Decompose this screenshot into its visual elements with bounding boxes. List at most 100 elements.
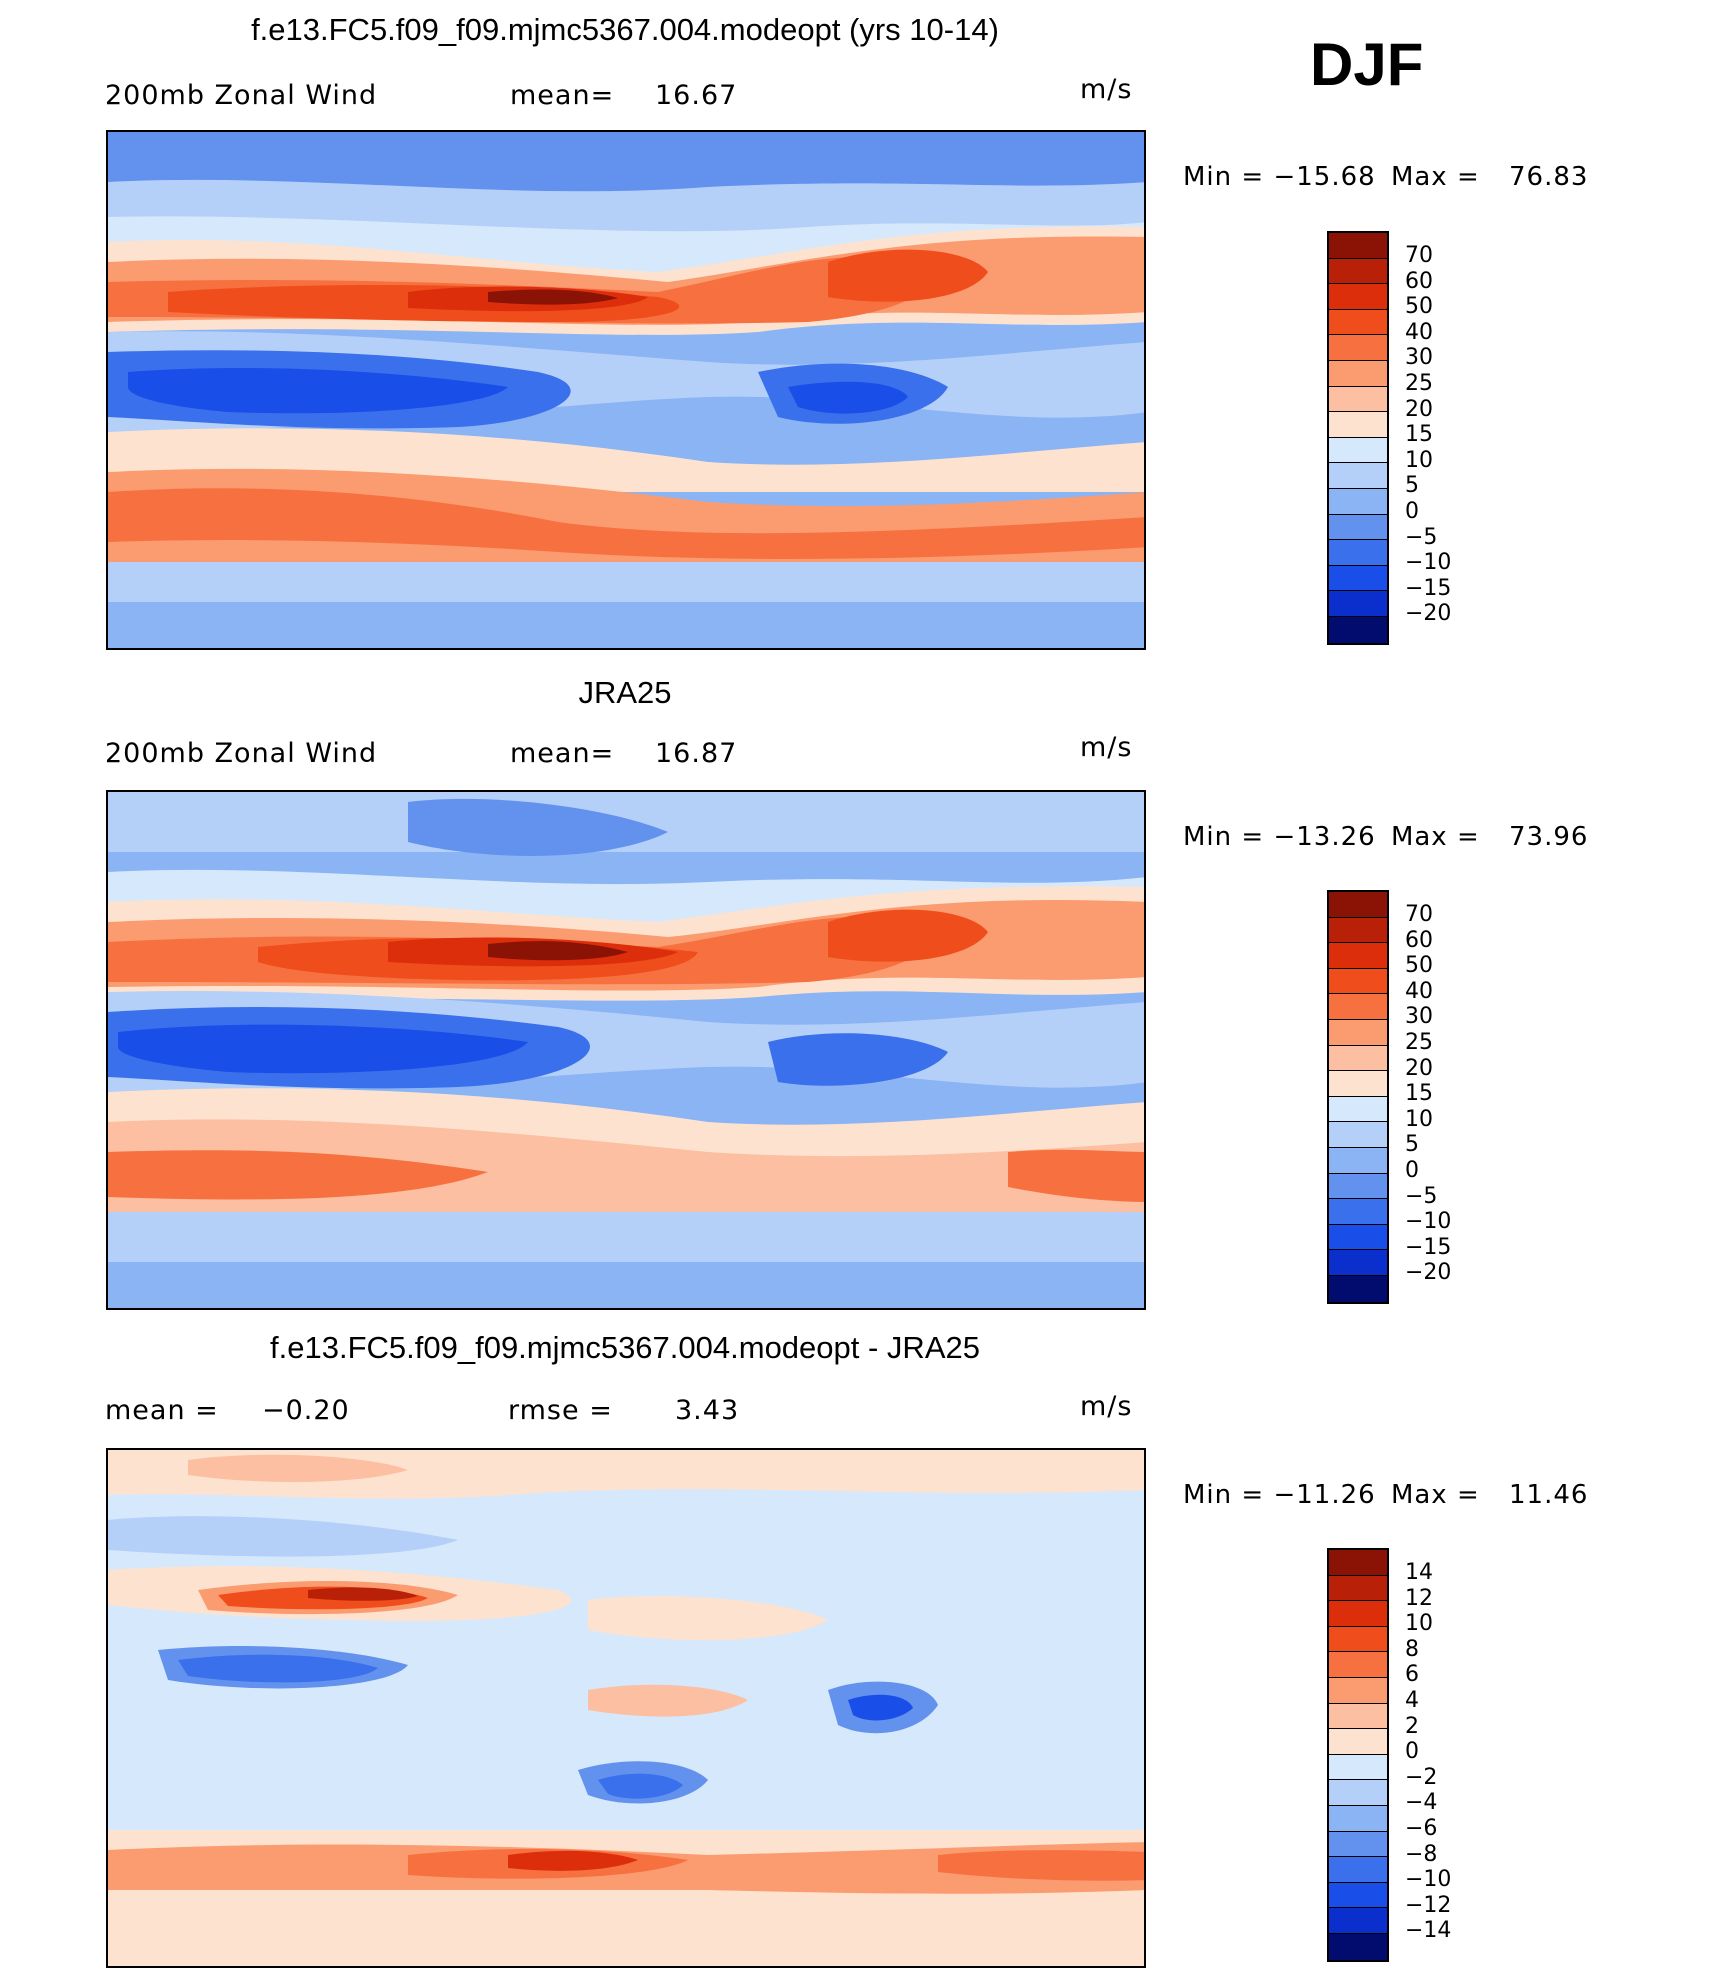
- colorbar-level-label: 4: [1405, 1688, 1419, 1713]
- panel-1-variable-label: 200mb Zonal Wind: [105, 80, 378, 111]
- panel-2-map: [106, 790, 1146, 1310]
- colorbar-level-label: −14: [1405, 1918, 1452, 1944]
- panel-3-min-max: Min = −11.26 Max = 11.46: [1183, 1480, 1588, 1510]
- panel-2-mean-label: mean=: [510, 738, 615, 769]
- panel-2-variable-label: 200mb Zonal Wind: [105, 738, 378, 769]
- colorbar-swatch: [1329, 488, 1387, 515]
- colorbar-swatch: [1329, 943, 1387, 969]
- panel-3-max-label: Max =: [1390, 1480, 1480, 1510]
- colorbar-level-label: −6: [1405, 1816, 1438, 1841]
- panel-2-min-max: Min = −13.26 Max = 73.96: [1183, 822, 1588, 852]
- colorbar-swatch: [1329, 284, 1387, 310]
- panel-3-mean-label: mean =: [105, 1395, 219, 1426]
- colorbar-level-label: −5: [1405, 524, 1438, 550]
- colorbar-swatch: [1329, 1677, 1387, 1704]
- colorbar-level-label: 14: [1405, 1560, 1433, 1585]
- panel-1-map: [106, 130, 1146, 650]
- colorbar-level-label: 20: [1405, 1055, 1433, 1081]
- colorbar-swatch: [1329, 1122, 1387, 1148]
- colorbar-swatch: [1329, 335, 1387, 361]
- colorbar-swatch: [1329, 1601, 1387, 1627]
- panel-1-min-label: Min =: [1183, 162, 1265, 192]
- colorbar-swatch: [1329, 1933, 1387, 1960]
- colorbar-swatch: [1329, 1729, 1387, 1755]
- panel-3-max-value: 11.46: [1509, 1480, 1589, 1510]
- colorbar-swatch: [1329, 1173, 1387, 1200]
- colorbar-swatch: [1329, 565, 1387, 592]
- colorbar-level-label: 0: [1405, 499, 1419, 524]
- colorbar-swatch: [1329, 437, 1387, 464]
- colorbar-swatch: [1329, 309, 1387, 336]
- colorbar-level-label: −12: [1405, 1892, 1452, 1918]
- panel-2-max-value: 73.96: [1509, 822, 1589, 852]
- panel-3-rmse-value: 3.43: [675, 1395, 740, 1426]
- colorbar-level-label: 15: [1405, 1081, 1433, 1107]
- panel-2-title: JRA25: [578, 675, 672, 710]
- colorbar-level-label: 70: [1405, 243, 1433, 268]
- colorbar-level-label: 20: [1405, 396, 1433, 422]
- colorbar-swatch: [1329, 1703, 1387, 1730]
- colorbar-level-label: 6: [1405, 1662, 1419, 1688]
- colorbar-swatch: [1329, 540, 1387, 566]
- panel-1-max-value: 76.83: [1509, 162, 1589, 192]
- colorbar-level-label: 2: [1405, 1713, 1419, 1739]
- colorbar-level-label: 10: [1405, 447, 1433, 473]
- panel-1-mean-value: 16.67: [655, 80, 738, 111]
- season-label: DJF: [1310, 31, 1424, 98]
- panel-1-title: f.e13.FC5.f09_f09.mjmc5367.004.modeopt (…: [251, 12, 999, 47]
- colorbar-swatch: [1329, 1626, 1387, 1653]
- colorbar-swatch: [1329, 1908, 1387, 1934]
- panel-3-contour-field: [108, 1450, 1144, 1966]
- colorbar-swatch: [1329, 616, 1387, 643]
- panel-2-mean-value: 16.87: [655, 738, 738, 769]
- colorbar-swatch: [1329, 1754, 1387, 1781]
- colorbar-swatch: [1329, 360, 1387, 387]
- panel-2-colorbar: [1327, 890, 1389, 1304]
- colorbar-swatch: [1329, 1831, 1387, 1858]
- colorbar-level-label: −20: [1405, 1260, 1452, 1286]
- panel-3-title: f.e13.FC5.f09_f09.mjmc5367.004.modeopt -…: [270, 1330, 980, 1365]
- panel-3-map: [106, 1448, 1146, 1968]
- colorbar-swatch: [1329, 1224, 1387, 1251]
- panel-3-min-value: −11.26: [1273, 1480, 1376, 1510]
- colorbar-swatch: [1329, 892, 1387, 918]
- panel-1-units: m/s: [1080, 74, 1133, 105]
- panel-2-units: m/s: [1080, 732, 1133, 763]
- colorbar-level-label: 25: [1405, 371, 1433, 396]
- colorbar-swatch: [1329, 1575, 1387, 1602]
- panel-2-contour-field: [108, 792, 1144, 1308]
- colorbar-level-label: 12: [1405, 1585, 1433, 1611]
- panel-1-contour-field: [108, 132, 1144, 648]
- colorbar-level-label: 25: [1405, 1030, 1433, 1055]
- colorbar-swatch: [1329, 1882, 1387, 1909]
- panel-1-mean-label: mean=: [510, 80, 615, 111]
- colorbar-level-label: −10: [1405, 550, 1452, 576]
- colorbar-level-label: 5: [1405, 473, 1419, 499]
- colorbar-level-label: 40: [1405, 319, 1433, 345]
- colorbar-swatch: [1329, 1147, 1387, 1174]
- colorbar-level-label: 10: [1405, 1106, 1433, 1132]
- colorbar-level-label: 60: [1405, 927, 1433, 953]
- colorbar-swatch: [1329, 1652, 1387, 1678]
- colorbar-swatch: [1329, 1071, 1387, 1097]
- panel-1-min-value: −15.68: [1273, 162, 1376, 192]
- colorbar-swatch: [1329, 1550, 1387, 1576]
- colorbar-swatch: [1329, 514, 1387, 541]
- colorbar-level-label: −4: [1405, 1790, 1438, 1816]
- colorbar-level-label: −8: [1405, 1841, 1438, 1867]
- panel-1-min-max: Min = −15.68 Max = 76.83: [1183, 162, 1588, 192]
- colorbar-level-label: 60: [1405, 268, 1433, 294]
- colorbar-level-label: 5: [1405, 1132, 1419, 1158]
- panel-3-mean-value: −0.20: [262, 1395, 350, 1426]
- colorbar-swatch: [1329, 1096, 1387, 1123]
- colorbar-swatch: [1329, 1199, 1387, 1225]
- colorbar-level-label: −10: [1405, 1209, 1452, 1235]
- colorbar-level-label: 30: [1405, 345, 1433, 371]
- colorbar-level-label: −15: [1405, 575, 1452, 601]
- colorbar-swatch: [1329, 1275, 1387, 1302]
- panel-3-min-label: Min =: [1183, 1480, 1265, 1510]
- colorbar-swatch: [1329, 994, 1387, 1020]
- colorbar-level-label: 10: [1405, 1611, 1433, 1637]
- colorbar-level-label: 0: [1405, 1739, 1419, 1765]
- colorbar-level-label: 8: [1405, 1636, 1419, 1662]
